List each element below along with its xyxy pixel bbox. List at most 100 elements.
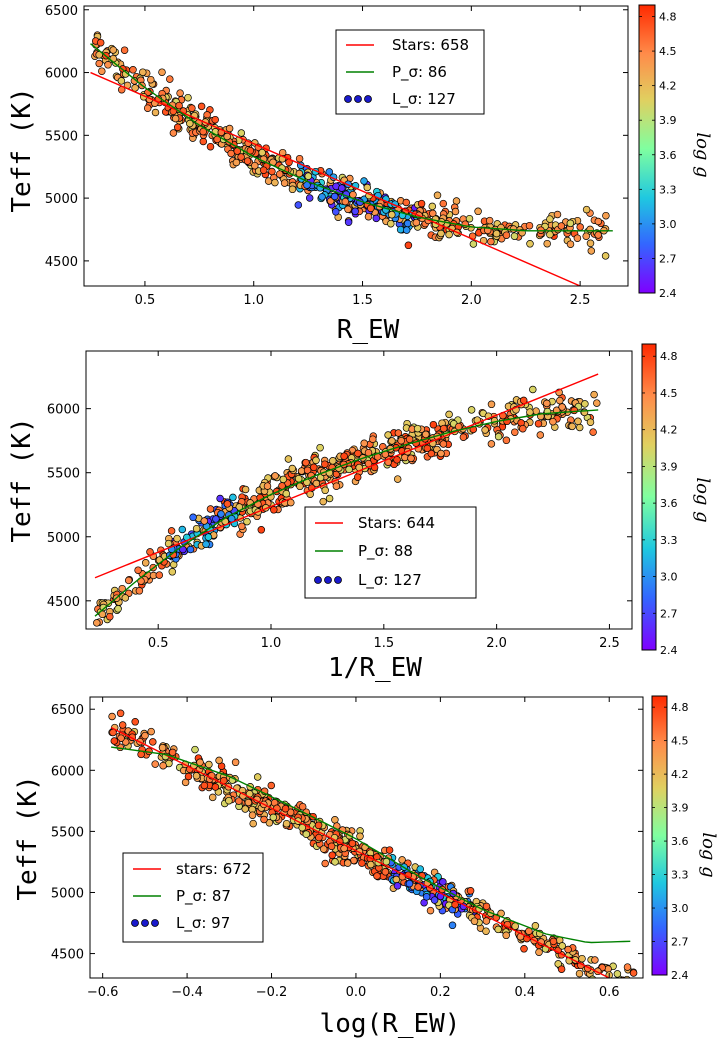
data-point [302, 830, 311, 838]
data-point [494, 925, 502, 934]
data-point [110, 737, 119, 745]
x-tick-label: −0.4 [171, 985, 203, 1000]
data-point [629, 969, 638, 977]
plot-area-2: 0.5 1.0 1.5 2.0 2.5 4500 5000 5500 6000 [47, 350, 633, 651]
legend-entry-l-sigma-2: L_σ: 127 [358, 571, 422, 590]
data-point [332, 208, 340, 216]
data-point [554, 960, 562, 968]
colorbar-tick-label: 3.9 [659, 114, 677, 127]
data-point [319, 845, 328, 853]
data-point [237, 129, 246, 137]
x-tick-label: 0.6 [599, 985, 620, 1000]
colorbar-tick-label: 2.7 [660, 607, 678, 620]
colorbar-tick-label: 4.8 [660, 350, 678, 363]
data-point [124, 576, 133, 585]
data-point [288, 464, 297, 473]
data-point [197, 102, 206, 111]
data-point [494, 432, 503, 441]
colorbar-gradient [641, 343, 657, 651]
plot-area-3: −0.6 −0.4 −0.2 0.0 0.2 0.4 0.6 4500 5000 5500 6000… [51, 696, 644, 1000]
data-point [445, 410, 453, 419]
data-point [465, 214, 474, 223]
data-point [393, 475, 402, 483]
data-point [200, 781, 209, 790]
data-point [227, 149, 235, 158]
data-point [427, 449, 436, 458]
data-point [422, 893, 431, 901]
x-tick-label: 0.4 [514, 985, 535, 1000]
panel-2: 0.5 1.0 1.5 2.0 2.5 4500 5000 5500 6000 1/R_EW T… [7, 343, 713, 683]
data-point [258, 148, 266, 157]
data-point [526, 240, 534, 248]
data-point [557, 965, 566, 973]
legend-3: stars: 672 P_σ: 87 L_σ: 97 [122, 852, 264, 943]
data-point [492, 229, 501, 238]
data-point [168, 568, 177, 576]
scatter-points [108, 709, 638, 978]
data-point [155, 571, 164, 579]
data-point [536, 431, 545, 439]
data-point [373, 872, 381, 880]
data-point [568, 422, 576, 431]
data-point [429, 420, 438, 429]
data-point [169, 129, 178, 137]
data-point [166, 75, 174, 83]
data-point [570, 406, 579, 415]
y-axis-label-1: Teff (K) [7, 87, 37, 212]
colorbar-tick-label: 3.0 [659, 218, 677, 231]
data-point [205, 760, 213, 769]
data-point [451, 207, 460, 216]
data-point [412, 218, 421, 227]
data-point [344, 205, 352, 214]
data-point [282, 819, 291, 828]
data-point [566, 219, 575, 228]
data-point [422, 430, 430, 439]
data-point [206, 505, 215, 513]
data-point [466, 887, 475, 895]
data-point [529, 385, 537, 394]
data-point [519, 424, 527, 433]
colorbar-tick-label: 2.4 [671, 969, 689, 982]
axes-frame [83, 5, 629, 287]
data-point [211, 783, 220, 791]
data-point [382, 857, 391, 866]
series-curve-p-sigma [111, 746, 631, 944]
scatter-points [93, 385, 601, 627]
data-point [325, 168, 334, 176]
data-point [327, 842, 336, 851]
data-point [225, 796, 233, 805]
data-point [168, 748, 177, 757]
data-point [176, 89, 184, 97]
data-point [445, 230, 453, 239]
data-point [423, 444, 432, 453]
data-point [549, 937, 558, 946]
data-point [263, 482, 272, 490]
data-point [106, 612, 114, 621]
x-tick-label: −0.6 [87, 985, 119, 1000]
data-point [487, 440, 496, 448]
data-point [363, 183, 372, 192]
data-point [284, 455, 293, 463]
data-point [485, 216, 494, 225]
data-point [397, 436, 405, 445]
colorbar-tick-label: 4.2 [660, 424, 678, 437]
data-point [553, 210, 562, 219]
data-point [270, 506, 278, 514]
data-point [351, 207, 359, 216]
data-point [556, 396, 564, 405]
data-point [286, 808, 295, 817]
legend-1: Stars: 658 P_σ: 86 L_σ: 127 [335, 29, 485, 115]
data-point [93, 619, 101, 627]
data-point [482, 902, 491, 911]
colorbar-label-1: log g [692, 132, 713, 177]
data-point [437, 229, 445, 238]
data-point [173, 534, 181, 543]
data-point [331, 858, 339, 866]
data-point [344, 218, 353, 226]
y-tick-label: 5000 [51, 886, 84, 901]
legend-entry-p-sigma-1: P_σ: 86 [392, 63, 447, 82]
data-point [502, 231, 511, 239]
data-point [151, 108, 160, 117]
data-point [482, 927, 490, 935]
